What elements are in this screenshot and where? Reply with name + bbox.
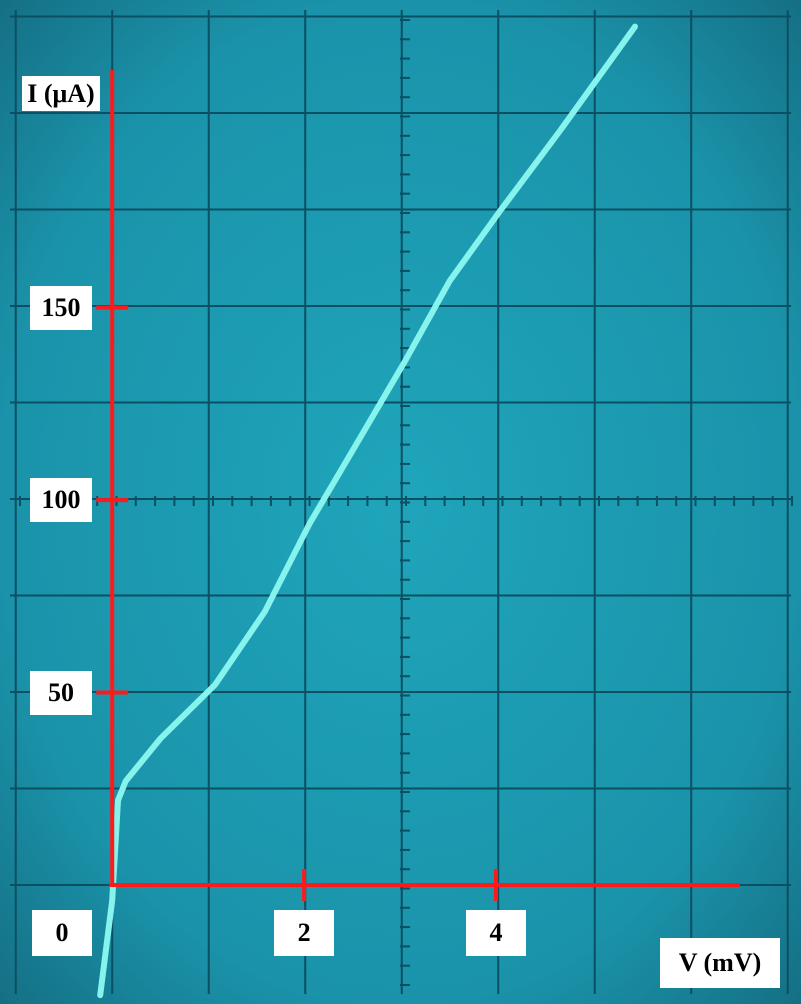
y-tick-label: 150 <box>30 286 92 330</box>
x-axis-label: V (mV) <box>660 938 780 988</box>
y-axis-label: I (μA) <box>22 76 100 111</box>
scope-screen: I (μA) V (mV) 50 100 150 0 2 4 <box>0 0 801 1004</box>
trace <box>100 27 635 996</box>
x-tick-label: 0 <box>32 910 92 956</box>
chart <box>0 0 801 1004</box>
y-tick-label: 100 <box>30 478 92 522</box>
x-tick-label: 4 <box>466 910 526 956</box>
y-tick-label: 50 <box>30 671 92 715</box>
x-tick-label: 2 <box>274 910 334 956</box>
